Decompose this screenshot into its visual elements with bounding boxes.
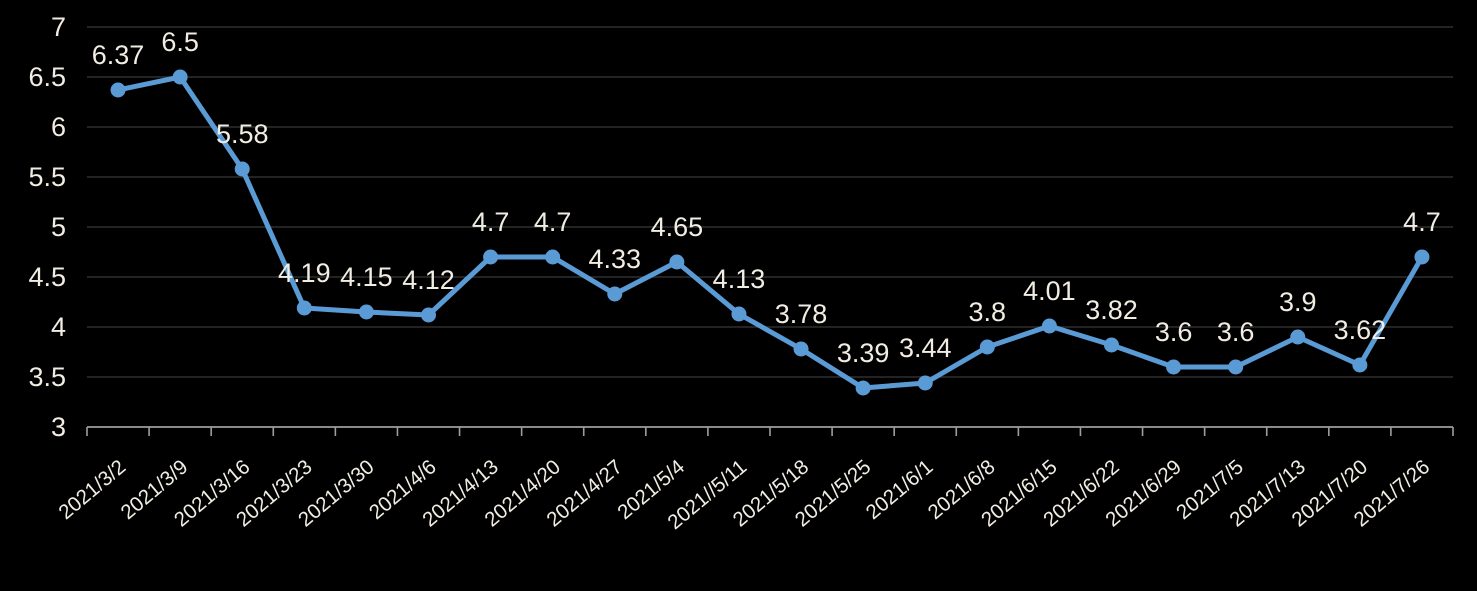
- y-axis-tick-label: 4.5: [28, 262, 66, 292]
- data-point-marker: [296, 300, 312, 316]
- data-label: 4.33: [588, 244, 641, 274]
- data-point-marker: [545, 249, 561, 265]
- data-point-marker: [1041, 318, 1057, 334]
- y-axis-tick-label: 6: [51, 112, 66, 142]
- data-label: 4.19: [278, 258, 331, 288]
- data-label: 4.12: [402, 265, 455, 295]
- data-label: 3.6: [1217, 317, 1255, 347]
- y-axis-tick-label: 4: [51, 312, 66, 342]
- data-label: 3.9: [1279, 287, 1317, 317]
- data-point-marker: [483, 249, 499, 265]
- data-point-marker: [793, 341, 809, 357]
- data-point-marker: [917, 375, 933, 391]
- data-point-marker: [855, 380, 871, 396]
- data-label: 3.8: [969, 297, 1007, 327]
- data-label: 6.5: [161, 27, 199, 57]
- data-point-marker: [234, 161, 250, 177]
- data-label: 4.65: [651, 212, 704, 242]
- data-label: 5.58: [216, 119, 269, 149]
- data-point-marker: [358, 304, 374, 320]
- data-point-marker: [607, 286, 623, 302]
- data-label: 3.44: [899, 333, 952, 363]
- data-label: 4.15: [340, 262, 393, 292]
- x-axis-tick-label: 2021/3/2: [54, 455, 130, 524]
- data-point-marker: [979, 339, 995, 355]
- data-point-marker: [1228, 359, 1244, 375]
- data-label: 4.13: [713, 264, 766, 294]
- y-axis-tick-label: 3: [51, 412, 66, 442]
- data-label: 3.6: [1155, 317, 1193, 347]
- data-label: 3.62: [1334, 315, 1387, 345]
- data-label: 3.82: [1085, 295, 1138, 325]
- series-line: [115, 74, 1425, 391]
- data-label: 3.39: [837, 338, 890, 368]
- data-label: 3.78: [775, 299, 828, 329]
- data-point-marker: [1166, 359, 1182, 375]
- data-label: 6.37: [92, 40, 145, 70]
- y-axis-tick-label: 7: [51, 12, 66, 42]
- data-point-marker: [1104, 337, 1119, 353]
- x-axis-tick-label: 2021/6/1: [862, 455, 938, 524]
- data-point-marker: [1290, 329, 1306, 345]
- data-point-marker: [110, 82, 126, 98]
- data-label: 4.01: [1023, 276, 1076, 306]
- data-point-marker: [731, 306, 747, 322]
- data-point-marker: [172, 69, 188, 85]
- data-point-marker: [1352, 357, 1368, 373]
- data-point-marker: [669, 254, 685, 270]
- data-label: 4.7: [534, 207, 572, 237]
- data-label: 4.7: [472, 207, 510, 237]
- y-axis-tick-label: 5.5: [28, 162, 66, 192]
- data-point-marker: [421, 307, 436, 323]
- y-axis-tick-label: 5: [51, 212, 66, 242]
- data-point-marker: [1414, 249, 1430, 265]
- data-label: 4.7: [1403, 207, 1441, 237]
- y-axis-tick-label: 6.5: [28, 62, 66, 92]
- y-axis-tick-label: 3.5: [28, 362, 66, 392]
